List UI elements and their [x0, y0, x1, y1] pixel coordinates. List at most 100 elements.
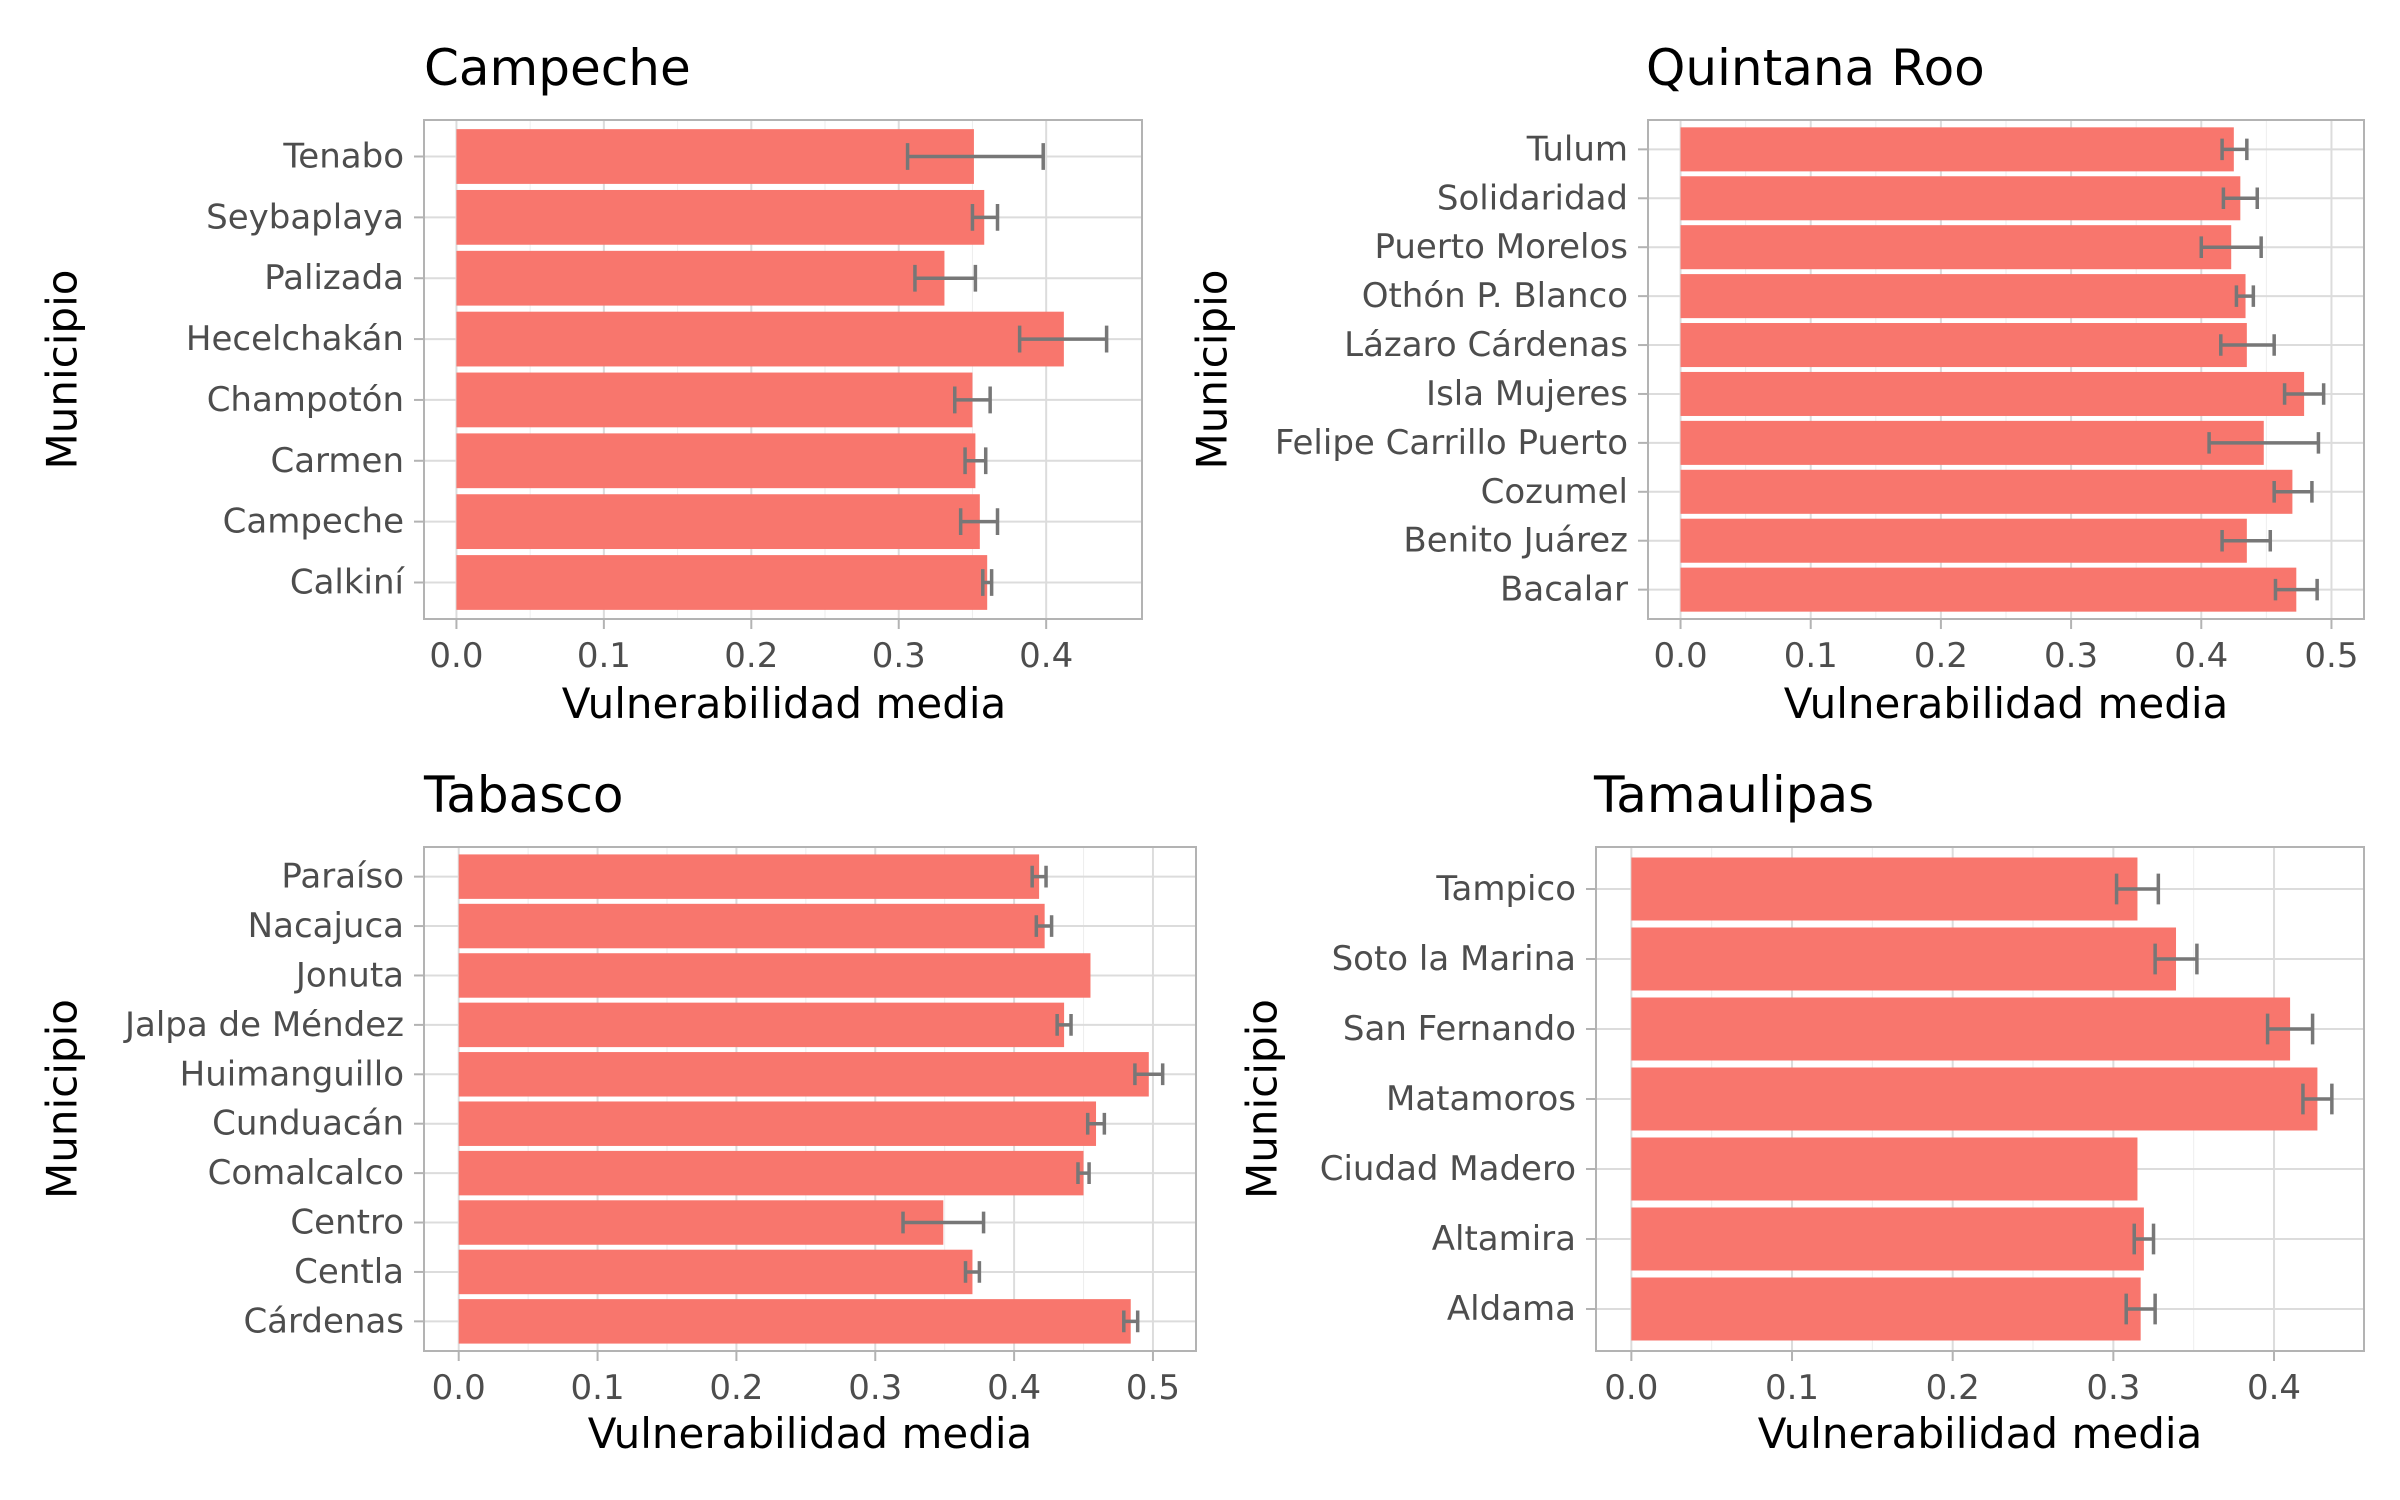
- errorbar-campeche: [958, 508, 1000, 536]
- x-tick-label: 0.1: [571, 1368, 625, 1408]
- bar-carmen: [456, 433, 976, 489]
- panel-tamaulipas: Tampico Soto la Marina San Fernando Matamor…: [1238, 766, 2365, 1458]
- errorbar-hecelchakan: [1017, 325, 1109, 353]
- chart-title: Quintana Roo: [1646, 39, 1985, 97]
- bar-bacalar: [1680, 567, 2297, 612]
- panel-campeche: Tenabo Seybaplaya Palizada Hecelchakán Champ…: [38, 39, 1143, 728]
- errorbar-soto-la-marina: [2153, 943, 2199, 975]
- bar-tenabo: [456, 129, 974, 184]
- bar-matamoros: [1631, 1067, 2318, 1131]
- errorbar-paraiso: [1030, 865, 1048, 888]
- errorbar-champoton: [953, 386, 992, 414]
- x-tick-label: 0.3: [872, 636, 926, 676]
- bar-huimanguillo: [458, 1052, 1149, 1097]
- errorbar-altamira: [2132, 1223, 2156, 1255]
- y-tick-label: Isla Mujeres: [1426, 374, 1628, 414]
- y-tick-label: Seybaplaya: [206, 197, 404, 237]
- x-tick-label: 0.2: [1914, 636, 1968, 676]
- bar-jalpa-de-mendez: [458, 1002, 1065, 1048]
- y-tick-label: Puerto Morelos: [1374, 227, 1628, 267]
- errorbar-cozumel: [2272, 481, 2314, 503]
- x-tick-label: 0.0: [432, 1368, 486, 1408]
- y-tick-label: Centro: [290, 1203, 404, 1243]
- errorbar-tampico: [2114, 873, 2161, 905]
- x-tick-label: 0.3: [848, 1368, 902, 1408]
- errorbar-seybaplaya: [970, 203, 1000, 231]
- x-tick-label: 0.0: [429, 636, 483, 676]
- bar-campeche: [456, 494, 980, 550]
- errorbar-nacajuca: [1034, 915, 1054, 937]
- bar-lazaro-cardenas: [1680, 323, 2247, 368]
- errorbar-centla: [963, 1261, 982, 1283]
- bar-cunduacan: [458, 1101, 1097, 1146]
- errorbar-carmen: [963, 447, 988, 475]
- x-tick-label: 0.5: [1126, 1368, 1180, 1408]
- bar-puerto-morelos: [1680, 225, 2232, 270]
- y-tick-label: Nacajuca: [248, 906, 404, 946]
- errorbar-aldama: [2124, 1293, 2157, 1325]
- y-tick-label: Jalpa de Méndez: [123, 1005, 404, 1045]
- errorbar-san-fernando: [2265, 1013, 2315, 1045]
- bar-aldama: [1631, 1277, 2141, 1341]
- plot-frame: [1647, 119, 2365, 620]
- chart-title: Tabasco: [423, 766, 623, 824]
- x-tick-label: 0.2: [1926, 1368, 1980, 1408]
- errorbar-huimanguillo: [1133, 1063, 1165, 1086]
- y-axis-title: Municipio: [1188, 270, 1237, 470]
- bar-othon-p-blanco: [1680, 274, 2246, 319]
- errorbar-cunduacan: [1085, 1112, 1107, 1135]
- x-axis-title: Vulnerabilidad media: [562, 679, 1007, 728]
- bar-paraiso: [458, 854, 1040, 899]
- bar-centro: [458, 1200, 944, 1245]
- plot-frame: [423, 119, 1143, 620]
- y-tick-label: Cozumel: [1481, 472, 1628, 512]
- x-axis-title: Vulnerabilidad media: [1784, 679, 2229, 728]
- bar-solidaridad: [1680, 176, 2241, 221]
- errorbar-benito-juarez: [2220, 529, 2273, 552]
- y-tick-label: Tenabo: [282, 137, 404, 177]
- bar-cardenas: [458, 1299, 1131, 1344]
- x-tick-label: 0.1: [1765, 1368, 1819, 1408]
- plot-frame: [423, 846, 1197, 1352]
- errorbar-solidaridad: [2221, 187, 2259, 210]
- errorbar-othon-p-blanco: [2234, 285, 2256, 307]
- y-tick-label: San Fernando: [1343, 1009, 1576, 1049]
- bar-comalcalco: [458, 1150, 1084, 1196]
- y-axis-title: Municipio: [38, 999, 87, 1199]
- y-tick-label: Othón P. Blanco: [1362, 276, 1628, 316]
- y-tick-label: Tulum: [1526, 129, 1628, 169]
- errorbar-cardenas: [1122, 1310, 1140, 1333]
- y-tick-label: Paraíso: [281, 857, 404, 897]
- x-tick-label: 0.4: [1019, 636, 1073, 676]
- errorbar-tenabo: [905, 143, 1045, 170]
- bar-champoton: [456, 372, 973, 428]
- x-axis-title: Vulnerabilidad media: [588, 1409, 1033, 1458]
- x-axis-title: Vulnerabilidad media: [1758, 1409, 2203, 1458]
- y-tick-label: Matamoros: [1386, 1079, 1576, 1119]
- y-tick-label: Hecelchakán: [186, 319, 404, 359]
- panel-tabasco: Paraíso Nacajuca Jonuta Jalpa de Méndez Huim…: [38, 766, 1197, 1458]
- x-tick-label: 0.2: [724, 636, 778, 676]
- y-tick-label: Cárdenas: [243, 1301, 404, 1341]
- y-tick-label: Solidaridad: [1437, 178, 1628, 218]
- bar-calkini: [456, 555, 988, 610]
- y-tick-label: Jonuta: [294, 955, 404, 995]
- y-tick-label: Lázaro Cárdenas: [1344, 325, 1628, 365]
- panel-quintana-roo: Tulum Solidaridad Puerto Morelos Othón P. B…: [1188, 39, 2365, 728]
- x-tick-label: 0.2: [709, 1368, 763, 1408]
- errorbar-isla-mujeres: [2282, 383, 2326, 405]
- bar-felipe-carrillo-puerto: [1680, 420, 2264, 465]
- y-tick-label: Altamira: [1432, 1219, 1576, 1259]
- errorbar-centro: [901, 1211, 986, 1234]
- bar-soto-la-marina: [1631, 927, 2177, 991]
- x-tick-label: 0.3: [2044, 636, 2098, 676]
- y-tick-label: Felipe Carrillo Puerto: [1275, 423, 1628, 463]
- x-tick-label: 0.0: [1604, 1368, 1658, 1408]
- errorbar-bacalar: [2273, 578, 2319, 601]
- x-tick-label: 0.5: [2304, 636, 2358, 676]
- bar-isla-mujeres: [1680, 371, 2305, 416]
- x-tick-label: 0.1: [1784, 636, 1838, 676]
- bar-tampico: [1631, 857, 2138, 921]
- bar-benito-juarez: [1680, 518, 2247, 563]
